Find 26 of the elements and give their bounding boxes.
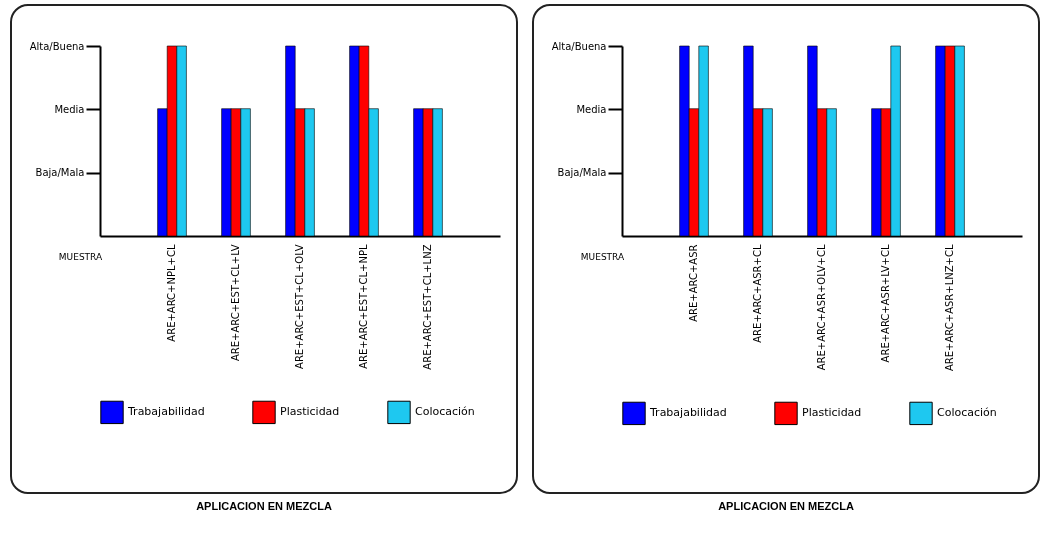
text: Media [53,103,84,115]
x-tick-label: ARE+ARC+EST+CL+LV [229,244,241,362]
legend-label: Plasticidad [279,405,339,419]
legend-label: Colocación [936,406,997,420]
x-axis-title: MUESTRA [58,251,103,262]
x-tick-label: ARE+ARC+EST+CL+NPL [357,244,369,369]
text: Alta/Buena [29,40,84,52]
x-tick-label: ARE+ARC+ASR+OLV+CL [815,244,827,371]
x-tick-label: ARE+ARC+EST+CL+OLV [293,244,305,369]
x-tick-label: ARE+ARC+ASR [687,244,699,322]
legend-label: Trabajabilidad [126,405,205,419]
text: Alta/Buena [551,40,606,52]
text: APLICACION EN MEZCLA [196,500,332,512]
legend-label: Trabajabilidad [648,406,727,420]
text: APLICACION EN MEZCLA [718,500,854,512]
text: Baja/Mala [35,167,84,179]
text: Baja/Mala [557,167,606,179]
legend-label: Plasticidad [801,406,861,420]
x-tick-label: ARE+ARC+NPL+CL [165,244,177,342]
x-tick-label: ARE+ARC+ASR+CL [751,244,763,343]
x-axis-title: MUESTRA [580,251,625,262]
legend-label: Colocación [414,405,475,419]
x-tick-label: ARE+ARC+ASR+LV+CL [879,244,891,363]
text: Media [575,103,606,115]
x-tick-label: ARE+ARC+EST+CL+LNZ [421,244,433,370]
x-tick-label: ARE+ARC+ASR+LNZ+CL [943,244,955,371]
